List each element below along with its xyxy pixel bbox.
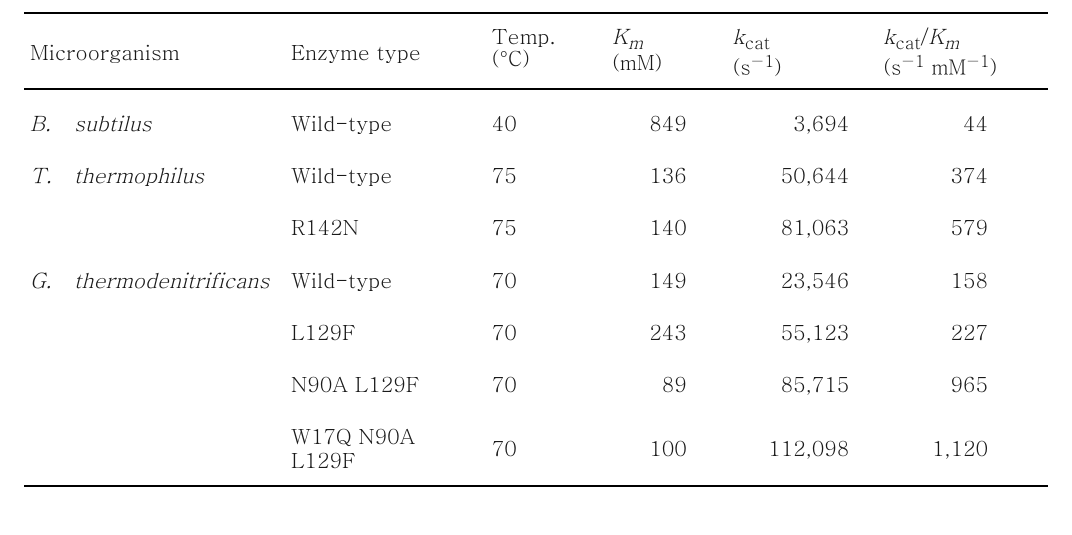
- cell-temp: 75: [486, 148, 606, 200]
- kinetics-table: Microorganism Enzyme type Temp. (°C) Km …: [24, 12, 1048, 487]
- cell-km: 136: [606, 148, 726, 200]
- cell-microorganism: [24, 200, 285, 252]
- col-header-enzyme-type: Enzyme type: [285, 13, 486, 89]
- cell-kcat: 23,546: [727, 253, 878, 305]
- cell-microorganism: [24, 357, 285, 409]
- genus-abbrev: G.: [30, 267, 74, 291]
- ratio-label: kcat/Km: [883, 20, 959, 50]
- temp-unit: (°C): [492, 47, 600, 69]
- cell-km: 100: [606, 409, 726, 486]
- col-header-km: Km (mM): [606, 13, 726, 89]
- page-root: Microorganism Enzyme type Temp. (°C) Km …: [0, 0, 1072, 535]
- header-row: Microorganism Enzyme type Temp. (°C) Km …: [24, 13, 1048, 89]
- species-name: thermophilus: [74, 159, 204, 189]
- genus-abbrev: T.: [30, 162, 74, 186]
- cell-kcat: 85,715: [727, 357, 878, 409]
- cell-ratio: 227: [877, 305, 1048, 357]
- cell-microorganism: G.thermodenitrificans: [24, 253, 285, 305]
- table-body: B.subtilusWild-type408493,69444T.thermop…: [24, 89, 1048, 486]
- cell-kcat: 50,644: [727, 148, 878, 200]
- cell-km: 89: [606, 357, 726, 409]
- cell-km: 149: [606, 253, 726, 305]
- cell-km: 140: [606, 200, 726, 252]
- cell-temp: 70: [486, 305, 606, 357]
- table-row: R142N7514081,063579: [24, 200, 1048, 252]
- table-row: L129F7024355,123227: [24, 305, 1048, 357]
- table-header: Microorganism Enzyme type Temp. (°C) Km …: [24, 13, 1048, 89]
- cell-km: 849: [606, 89, 726, 148]
- table-row: G.thermodenitrificansWild-type7014923,54…: [24, 253, 1048, 305]
- cell-enzyme-type: R142N: [285, 200, 486, 252]
- cell-ratio: 965: [877, 357, 1048, 409]
- species-name: thermodenitrificans: [74, 264, 269, 294]
- cell-microorganism: T.thermophilus: [24, 148, 285, 200]
- kcat-unit: (s−1): [733, 51, 872, 78]
- cell-kcat: 81,063: [727, 200, 878, 252]
- km-unit: (mM): [612, 51, 720, 73]
- ratio-unit: (s−1 mM−1): [883, 51, 1042, 78]
- cell-enzyme-type: Wild-type: [285, 89, 486, 148]
- cell-kcat: 112,098: [727, 409, 878, 486]
- cell-temp: 75: [486, 200, 606, 252]
- cell-ratio: 1,120: [877, 409, 1048, 486]
- col-header-kcat: kcat (s−1): [727, 13, 878, 89]
- km-label: Km: [612, 20, 642, 50]
- cell-ratio: 44: [877, 89, 1048, 148]
- table-row: B.subtilusWild-type408493,69444: [24, 89, 1048, 148]
- cell-microorganism: B.subtilus: [24, 89, 285, 148]
- cell-temp: 40: [486, 89, 606, 148]
- cell-enzyme-type: N90A L129F: [285, 357, 486, 409]
- kcat-label: kcat: [733, 20, 770, 50]
- cell-enzyme-type: Wild-type: [285, 253, 486, 305]
- cell-microorganism: [24, 409, 285, 486]
- cell-temp: 70: [486, 409, 606, 486]
- cell-ratio: 374: [877, 148, 1048, 200]
- cell-kcat: 55,123: [727, 305, 878, 357]
- table-row: T.thermophilusWild-type7513650,644374: [24, 148, 1048, 200]
- cell-temp: 70: [486, 253, 606, 305]
- table-row: N90A L129F708985,715965: [24, 357, 1048, 409]
- cell-enzyme-type: W17Q N90A L129F: [285, 409, 486, 486]
- col-header-microorganism: Microorganism: [24, 13, 285, 89]
- cell-enzyme-type: L129F: [285, 305, 486, 357]
- cell-ratio: 579: [877, 200, 1048, 252]
- cell-km: 243: [606, 305, 726, 357]
- table-row: W17Q N90A L129F70100112,0981,120: [24, 409, 1048, 486]
- col-header-temp: Temp. (°C): [486, 13, 606, 89]
- cell-enzyme-type: Wild-type: [285, 148, 486, 200]
- cell-temp: 70: [486, 357, 606, 409]
- genus-abbrev: B.: [30, 110, 74, 134]
- col-header-ratio: kcat/Km (s−1 mM−1): [877, 13, 1048, 89]
- species-name: subtilus: [74, 107, 151, 137]
- cell-microorganism: [24, 305, 285, 357]
- cell-kcat: 3,694: [727, 89, 878, 148]
- cell-ratio: 158: [877, 253, 1048, 305]
